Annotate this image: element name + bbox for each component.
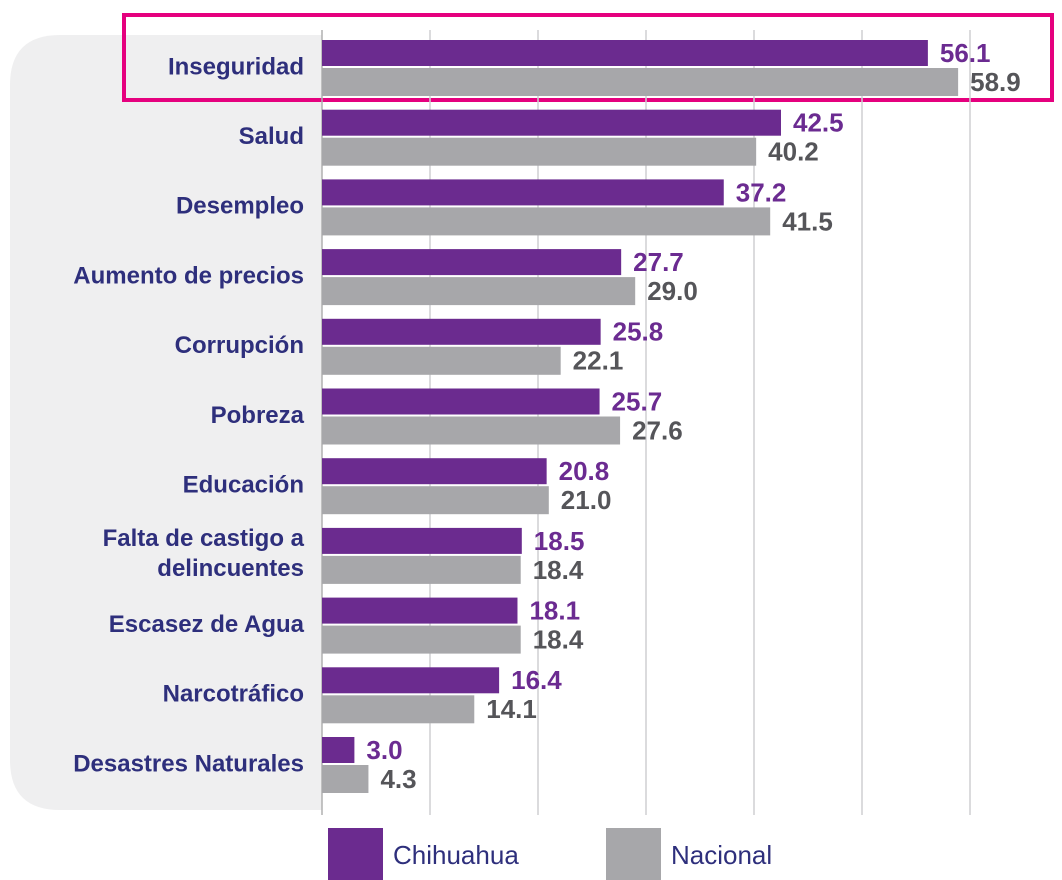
bar xyxy=(322,695,475,724)
value-label: 42.5 xyxy=(793,108,844,138)
label-panel xyxy=(10,35,322,810)
highlight-box xyxy=(122,13,1054,102)
bar xyxy=(322,667,500,694)
bar xyxy=(322,277,636,306)
legend-label: Chihuahua xyxy=(393,840,519,870)
value-label: 40.2 xyxy=(768,137,819,167)
category-label: Pobreza xyxy=(211,402,305,429)
legend-swatch xyxy=(606,828,661,880)
category-label: Inseguridad xyxy=(168,53,304,80)
value-label: 4.3 xyxy=(380,764,416,794)
value-label: 16.4 xyxy=(511,665,562,695)
bar xyxy=(322,68,959,96)
value-label: 18.4 xyxy=(533,555,584,585)
bar xyxy=(322,737,355,763)
value-label: 25.8 xyxy=(613,317,664,347)
category-label: Corrupción xyxy=(175,332,304,359)
bar xyxy=(322,109,781,136)
category-label: Falta de castigo a delincuentes xyxy=(103,525,305,582)
value-label: 37.2 xyxy=(736,177,787,207)
bar xyxy=(322,249,622,276)
bar xyxy=(322,137,757,166)
bar xyxy=(322,416,621,445)
bar xyxy=(322,40,928,66)
category-label: Salud xyxy=(239,123,304,150)
value-label: 3.0 xyxy=(366,735,402,765)
value-label: 20.8 xyxy=(559,456,610,486)
bar xyxy=(322,388,600,415)
bar xyxy=(322,207,771,236)
category-label: Aumento de precios xyxy=(73,262,304,289)
value-label: 22.1 xyxy=(573,346,624,376)
category-label: Desempleo xyxy=(176,193,304,220)
value-label: 21.0 xyxy=(561,485,612,515)
category-label: Narcotráfico xyxy=(163,681,304,708)
bar xyxy=(322,597,518,624)
bar xyxy=(322,318,601,345)
value-label: 29.0 xyxy=(647,276,698,306)
bar xyxy=(322,346,561,375)
value-label: 27.7 xyxy=(633,247,684,277)
category-label: Escasez de Agua xyxy=(109,611,305,638)
bar xyxy=(322,458,547,485)
value-label: 18.5 xyxy=(534,526,585,556)
bar xyxy=(322,527,522,554)
category-label: Desastres Naturales xyxy=(73,750,304,777)
bar xyxy=(322,486,549,515)
value-label: 27.6 xyxy=(632,415,683,445)
category-label: Educación xyxy=(183,472,304,499)
value-label: 14.1 xyxy=(486,694,537,724)
bar xyxy=(322,625,521,654)
bar xyxy=(322,765,369,793)
value-label: 18.1 xyxy=(529,595,580,625)
bar xyxy=(322,555,521,584)
value-label: 58.9 xyxy=(970,67,1021,97)
bar xyxy=(322,179,724,206)
value-label: 25.7 xyxy=(612,386,663,416)
value-label: 41.5 xyxy=(782,206,833,236)
legend-swatch xyxy=(328,828,383,880)
value-label: 56.1 xyxy=(940,38,991,68)
value-label: 18.4 xyxy=(533,624,584,654)
legend-label: Nacional xyxy=(671,840,772,870)
